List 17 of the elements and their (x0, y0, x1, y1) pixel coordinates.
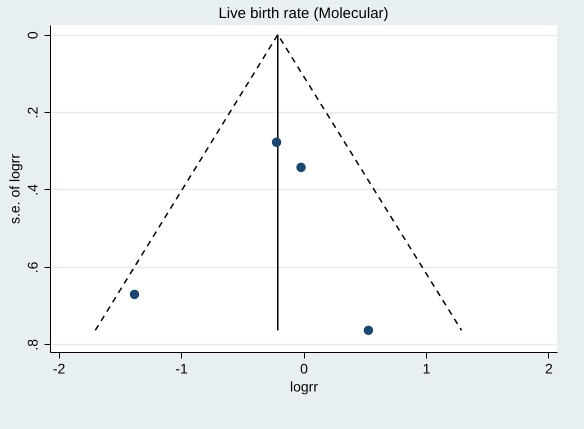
point (364, 326, 374, 336)
y-tick-label: 0 (24, 31, 40, 40)
y-tick-label: .8 (24, 338, 40, 351)
chart-title: Live birth rate (Molecular) (218, 5, 389, 22)
x-tick-label: 2 (545, 360, 554, 376)
x-tick-label: 0 (300, 360, 308, 376)
point (130, 290, 140, 300)
x-tick-label: -1 (175, 360, 188, 376)
y-tick-label: .6 (24, 261, 40, 274)
y-axis-title: s.e. of logrr (6, 154, 22, 224)
x-tick-label: -2 (52, 360, 66, 376)
y-tick-label: .2 (24, 106, 40, 118)
point (296, 162, 306, 172)
point (272, 138, 282, 147)
x-axis-title: logrr (290, 378, 318, 394)
x-tick-label: 1 (422, 360, 431, 376)
y-tick-label: .4 (24, 184, 40, 196)
